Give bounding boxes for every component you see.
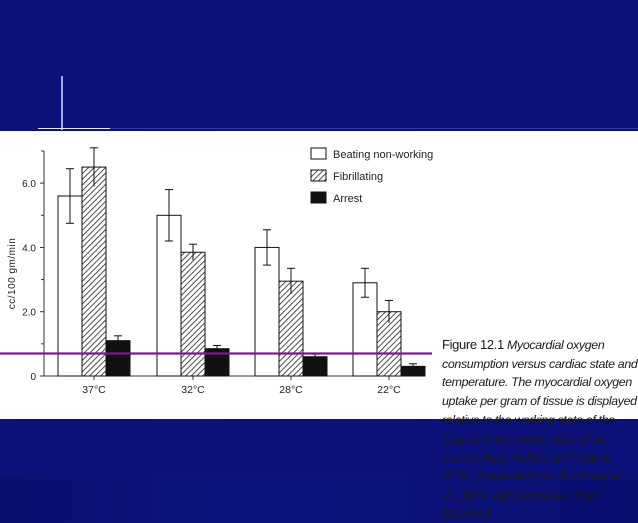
decorative-vertical-line (61, 76, 63, 130)
bar (302, 356, 328, 377)
bar (105, 340, 131, 377)
x-tick-label: 32°C (181, 384, 205, 396)
legend-label: Fibrillating (333, 171, 383, 183)
figure-panel: 0 2.0 4.0 6.0 cc/100 gm/min 37°C 32°C 28°C 22°C … (0, 131, 638, 520)
y-tick-label: 6.0 (22, 179, 36, 190)
legend-label: Arrest (333, 193, 362, 205)
bar (57, 195, 83, 377)
bar (156, 214, 182, 377)
y-axis-label: cc/100 gm/min (7, 238, 18, 310)
legend-swatch (310, 169, 327, 182)
bar (352, 282, 378, 377)
bar (254, 246, 280, 377)
legend-swatch (310, 191, 327, 204)
bar (278, 280, 304, 377)
slide-footer-band (0, 420, 638, 478)
bar (180, 251, 206, 377)
x-tick-label: 37°C (82, 384, 106, 396)
y-tick-label: 4.0 (22, 243, 36, 254)
y-tick-label: 0 (30, 372, 36, 383)
caption-text: Myocardial oxygen consumption versus car… (442, 338, 638, 521)
x-tick-label: 28°C (279, 384, 303, 396)
figure-caption: Figure 12.1 Myocardial oxygen consumptio… (442, 336, 638, 523)
decorative-rule (62, 128, 638, 129)
decorative-horizontal-line (38, 128, 110, 129)
x-tick-label: 22°C (377, 384, 401, 396)
y-tick-label: 2.0 (22, 308, 36, 319)
figure-label: Figure 12.1 (442, 337, 504, 352)
legend-swatch (310, 147, 327, 160)
slide-header-band (0, 0, 638, 130)
bar (81, 166, 107, 377)
legend-label: Beating non-working (333, 149, 433, 161)
